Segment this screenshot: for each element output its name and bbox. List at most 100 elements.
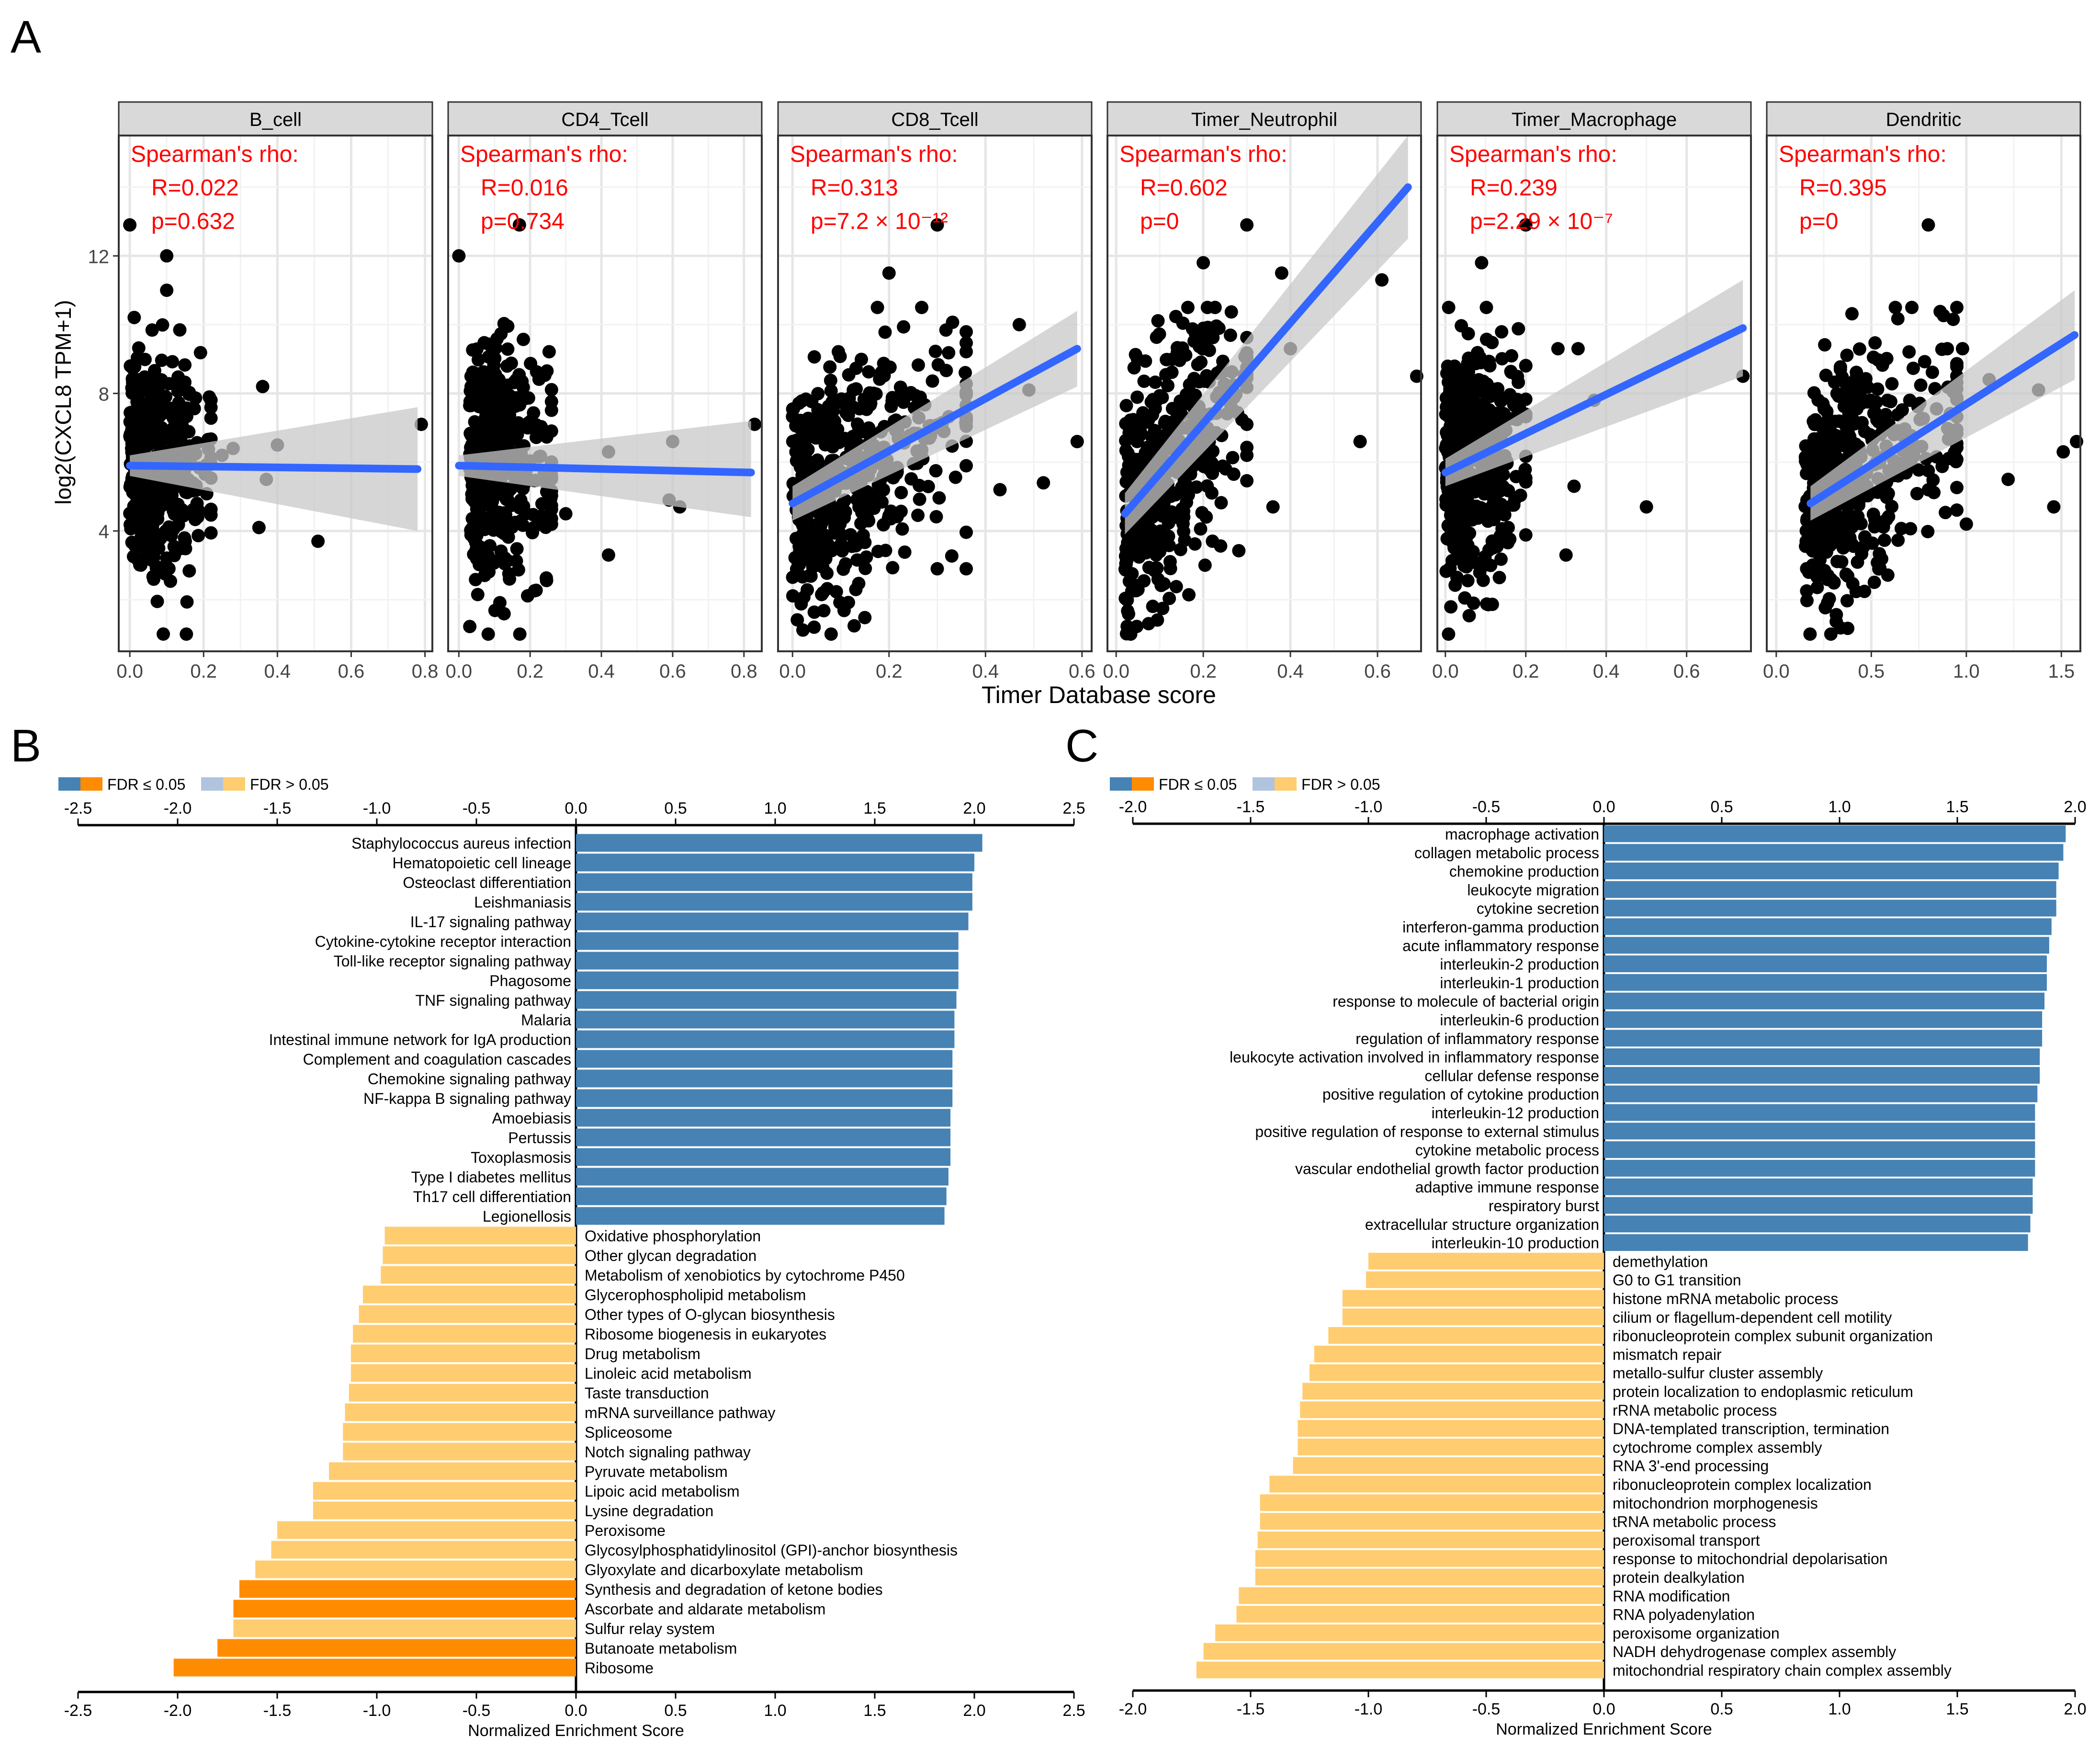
data-point	[171, 518, 185, 532]
legend-b-swatch-lightblue	[201, 777, 223, 791]
data-point	[203, 390, 216, 404]
data-point	[452, 249, 466, 263]
data-point	[1816, 397, 1830, 410]
data-point	[1559, 548, 1573, 562]
data-point	[1191, 358, 1205, 372]
data-point	[126, 550, 140, 564]
bar	[345, 1403, 576, 1421]
data-point	[839, 406, 853, 420]
data-point	[1498, 408, 1512, 422]
data-point	[1496, 468, 1510, 482]
data-point	[139, 545, 153, 559]
data-point	[1639, 500, 1653, 514]
data-point	[1181, 301, 1195, 314]
bar	[576, 853, 974, 872]
data-point	[1501, 536, 1515, 550]
x-tick-label: 0.6	[338, 661, 365, 682]
data-point	[1474, 356, 1488, 370]
data-point	[1959, 517, 1973, 531]
panel-label-a: A	[11, 11, 41, 63]
data-point	[1800, 594, 1814, 608]
bar-label: RNA modification	[1613, 1588, 1730, 1605]
data-point	[796, 570, 810, 584]
data-point	[1882, 510, 1896, 523]
data-point	[173, 323, 187, 337]
legend-b-sig-label: FDR ≤ 0.05	[107, 776, 185, 793]
stat-title: Spearman's rho:	[1449, 142, 1617, 167]
data-point	[858, 561, 872, 575]
bar-label: response to molecule of bacterial origin	[1332, 993, 1599, 1010]
bar-label: mRNA surveillance pathway	[585, 1404, 775, 1421]
data-point	[929, 464, 943, 478]
stat-title: Spearman's rho:	[1119, 142, 1287, 167]
bar	[1604, 1159, 2035, 1177]
data-point	[1197, 256, 1210, 270]
data-point	[1158, 414, 1172, 428]
data-point	[913, 492, 926, 506]
data-point	[863, 398, 877, 412]
bar	[1604, 844, 2064, 861]
data-point	[1151, 613, 1164, 627]
bar-label: Glycerophospholipid metabolism	[585, 1286, 806, 1304]
data-point	[1444, 600, 1458, 614]
data-point	[1457, 530, 1471, 544]
bar	[359, 1305, 576, 1323]
bottom-tick-label: 0.5	[1710, 1700, 1733, 1718]
data-point	[836, 562, 850, 576]
data-point	[2047, 500, 2061, 514]
regression-line	[126, 462, 422, 473]
data-point	[803, 527, 817, 541]
bar	[1342, 1290, 1604, 1307]
stat-r: R=0.022	[151, 175, 239, 201]
data-point	[1142, 561, 1156, 575]
data-point	[1192, 375, 1206, 389]
regression-line	[1441, 324, 1747, 477]
data-point	[809, 543, 823, 557]
data-point	[1823, 538, 1837, 552]
legend-b-nonsig-label: FDR > 0.05	[250, 776, 329, 793]
bar	[576, 1109, 951, 1127]
data-point	[482, 565, 496, 579]
bar	[1604, 1011, 2043, 1028]
bar-label: cytochrome complex assembly	[1613, 1439, 1822, 1456]
data-point	[1941, 342, 1954, 356]
data-point	[1835, 555, 1849, 569]
stat-title: Spearman's rho:	[1779, 142, 1947, 167]
data-point	[1130, 620, 1144, 634]
bar	[576, 1207, 945, 1225]
data-point	[509, 554, 523, 568]
data-point	[1866, 351, 1880, 364]
bottom-tick-label: -2.0	[164, 1702, 192, 1720]
data-point	[1169, 309, 1183, 323]
data-point	[475, 553, 489, 567]
data-point	[1845, 307, 1859, 321]
data-point	[1950, 481, 1964, 495]
data-point	[904, 472, 918, 486]
data-point	[797, 543, 811, 557]
bar	[576, 952, 959, 970]
data-point	[805, 556, 819, 569]
bar	[1342, 1308, 1604, 1326]
bar	[381, 1266, 576, 1284]
data-point	[885, 394, 899, 408]
data-point	[464, 380, 478, 394]
data-point	[1477, 375, 1490, 388]
bar-label: positive regulation of response to exter…	[1255, 1123, 1599, 1140]
bar	[1310, 1364, 1604, 1381]
top-tick-label: 1.0	[764, 799, 786, 817]
bar	[576, 1089, 953, 1107]
bar	[576, 1187, 947, 1205]
data-point	[879, 544, 892, 557]
data-point	[939, 363, 953, 377]
facet-strip	[777, 101, 1093, 136]
bar-label: acute inflammatory response	[1402, 937, 1599, 954]
bar-label: Toll-like receptor signaling pathway	[334, 953, 571, 970]
bar-label: Other types of O-glycan biosynthesis	[585, 1306, 835, 1323]
regression-line	[455, 462, 755, 477]
bar	[576, 1030, 955, 1048]
bottom-tick-label: -1.0	[363, 1702, 391, 1720]
data-point	[825, 440, 839, 454]
stat-p: p=7.2 × 10⁻¹²	[811, 209, 948, 234]
data-point	[414, 418, 428, 431]
